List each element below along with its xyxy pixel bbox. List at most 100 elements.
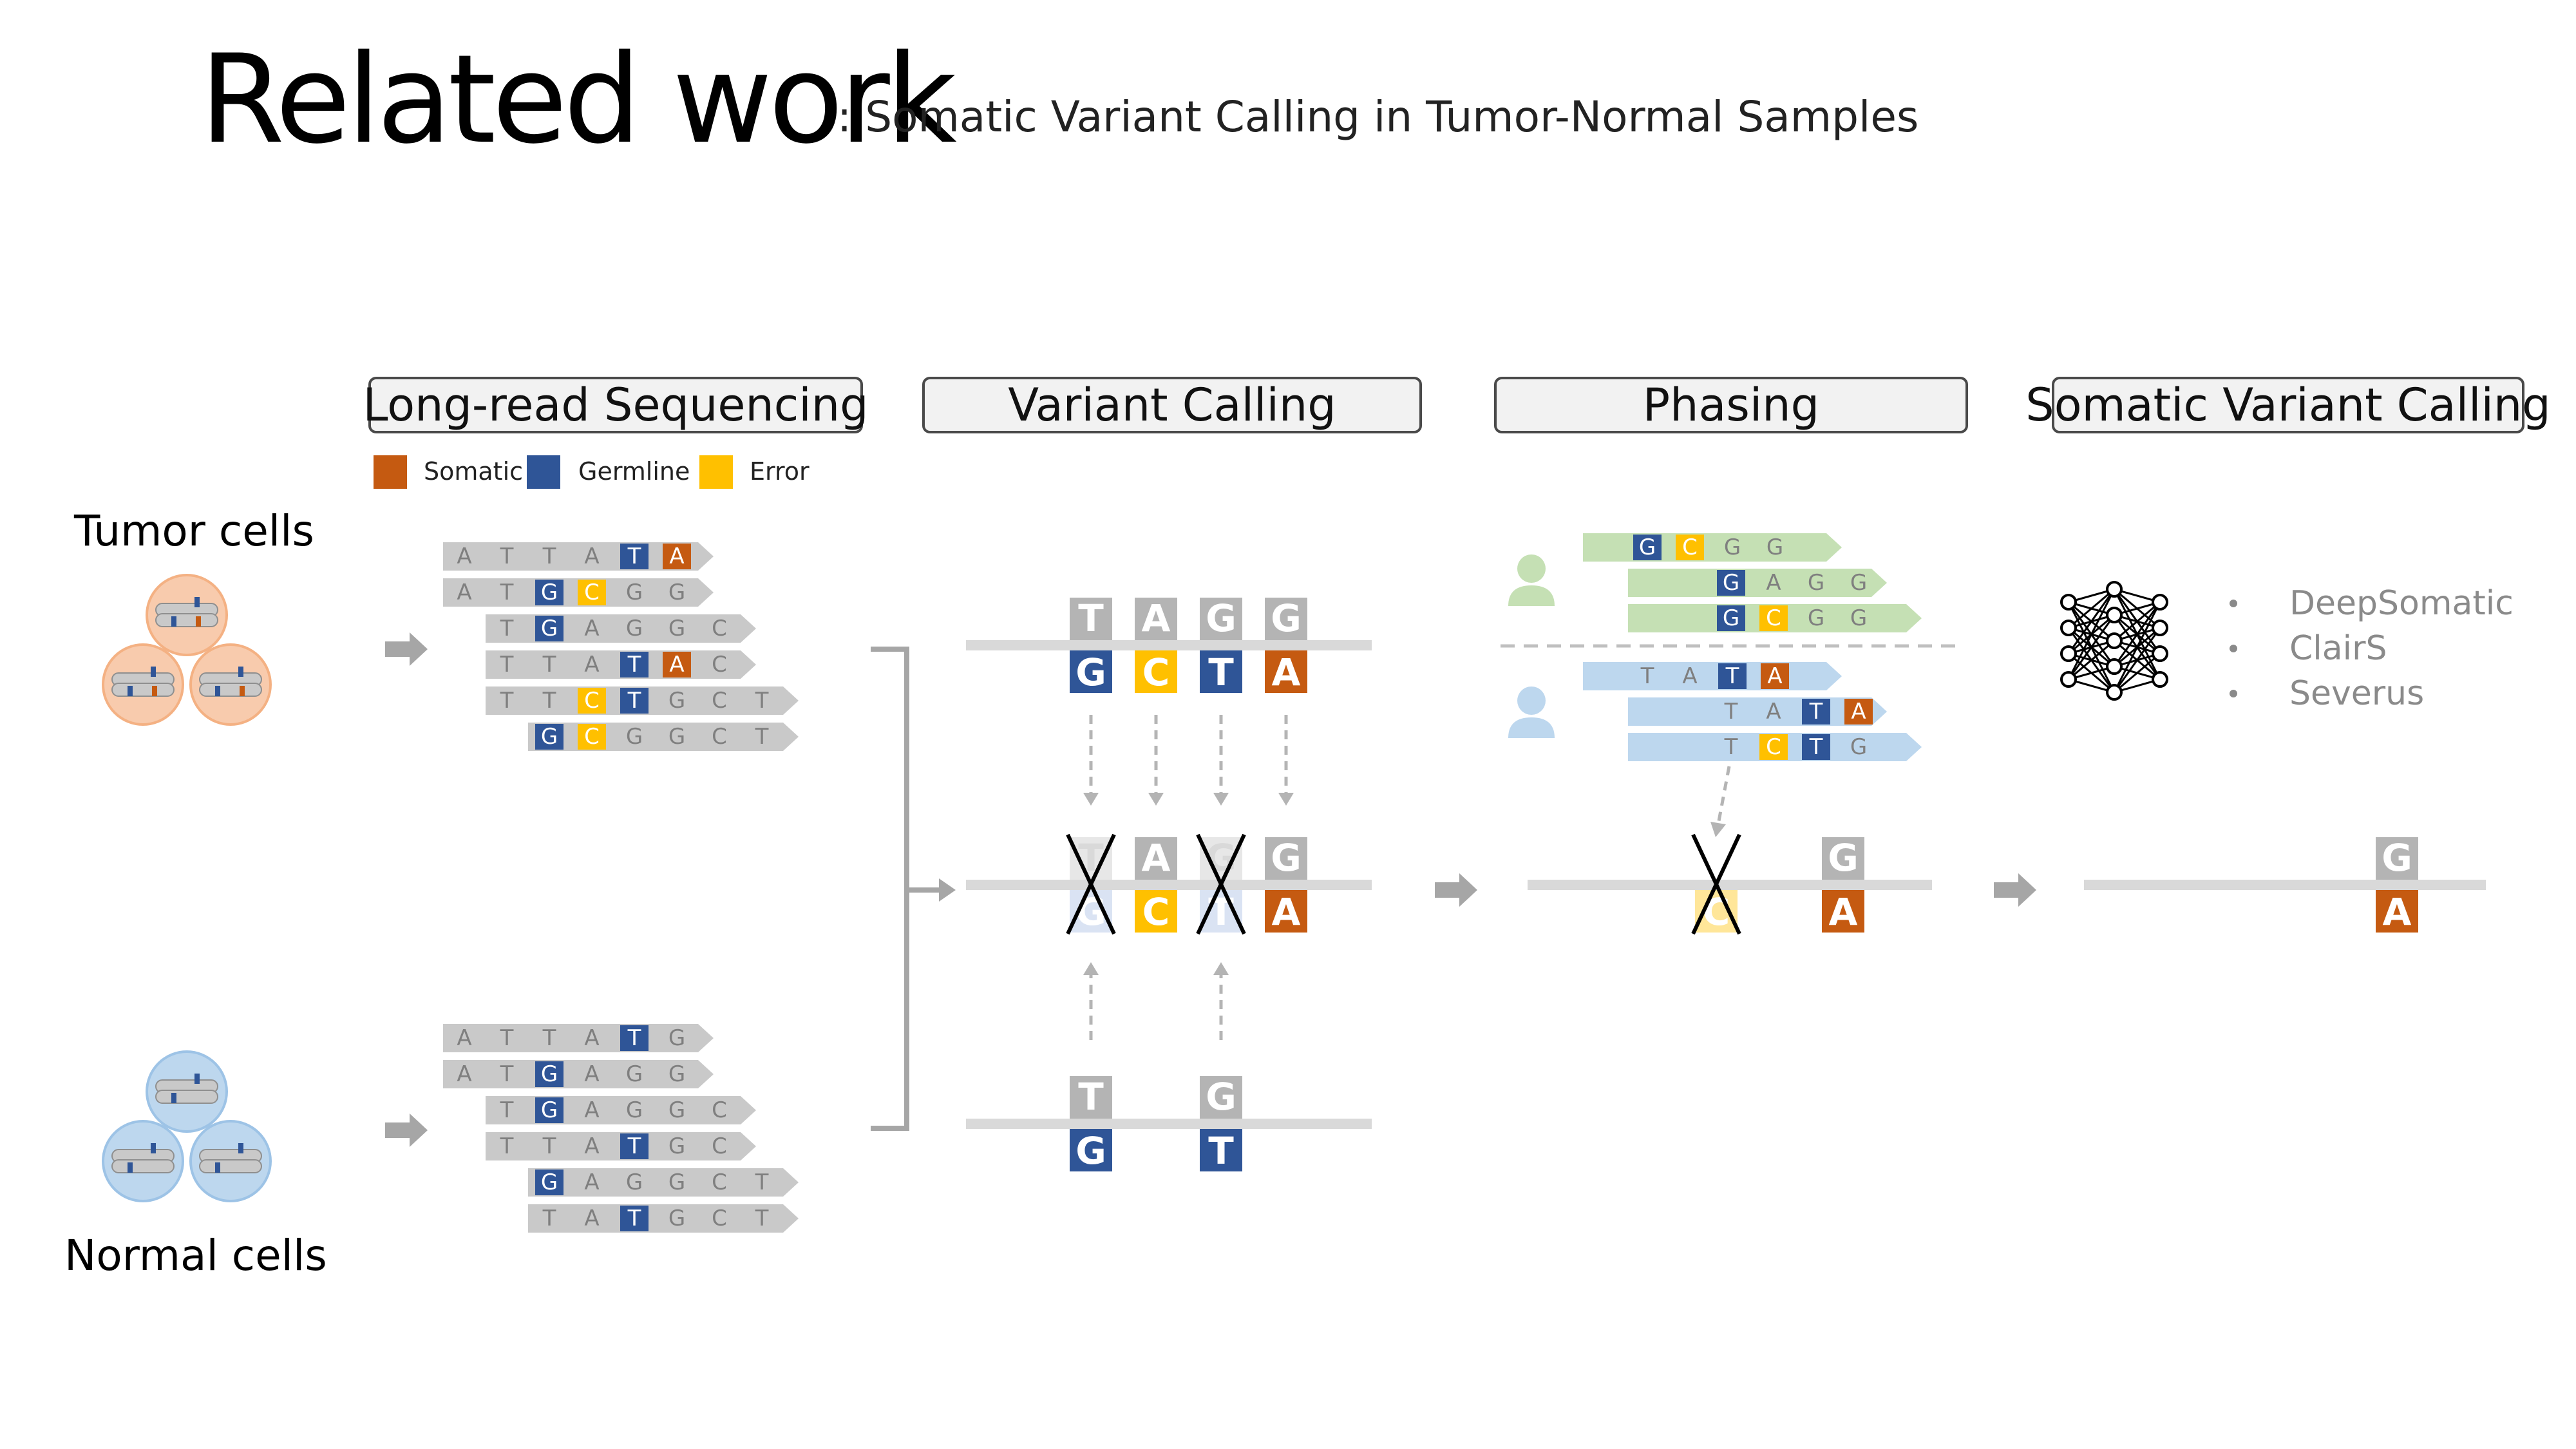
normal-base: C bbox=[712, 1170, 727, 1195]
normal-call-track bbox=[966, 1119, 1372, 1129]
haplotype-1-base: C bbox=[1766, 605, 1781, 631]
haplotype-1-base: G bbox=[1724, 535, 1741, 560]
haplotype-1-base: G bbox=[1808, 605, 1824, 631]
neural-net-edge bbox=[2113, 627, 2161, 693]
down-dashed-arrow-head bbox=[1083, 793, 1099, 806]
tumor-base: A bbox=[584, 616, 599, 641]
tumor-base-box bbox=[620, 688, 649, 714]
tumor-base: G bbox=[668, 580, 685, 605]
phasing-dashed-arrow bbox=[1716, 766, 1731, 825]
tumor-cell-somatic-mark bbox=[240, 686, 245, 696]
haplotype-1-base: G bbox=[1723, 605, 1739, 631]
tumor-call-alt-box bbox=[1200, 650, 1242, 693]
haplotype-1-base: A bbox=[1766, 570, 1781, 596]
tumor-base: G bbox=[668, 724, 685, 750]
tumor-base: A bbox=[584, 544, 599, 569]
haplotype-1-base-box bbox=[1717, 570, 1745, 596]
tumor-base: G bbox=[541, 616, 558, 641]
final-call-alt-box bbox=[2376, 890, 2418, 933]
phased-call-cross bbox=[1691, 833, 1741, 935]
normal-base: G bbox=[668, 1025, 685, 1051]
tumor-call-alt-box bbox=[1135, 650, 1177, 693]
tumor-base: T bbox=[500, 616, 514, 641]
arrow-to-phasing bbox=[1435, 873, 1477, 907]
haplotype-1-base: G bbox=[1639, 535, 1656, 560]
neural-net-node bbox=[2106, 658, 2123, 675]
neural-net-node bbox=[2152, 645, 2168, 662]
normal-read bbox=[528, 1168, 799, 1197]
tumor-cell-germline-mark bbox=[128, 686, 133, 696]
tumor-cell-chromosome bbox=[155, 613, 218, 627]
tumor-call-ref-base: A bbox=[1142, 596, 1171, 640]
haplotype-1-base-box bbox=[1717, 605, 1745, 631]
tumor-base-box bbox=[535, 724, 564, 750]
normal-call-alt-box bbox=[1200, 1129, 1242, 1171]
tumor-base-box bbox=[663, 652, 691, 677]
haplotype-1-base: G bbox=[1808, 570, 1824, 596]
haplotype-2-base: C bbox=[1766, 734, 1781, 760]
tumor-call-ref-box bbox=[1200, 598, 1242, 640]
tumor-base-box bbox=[535, 580, 564, 605]
tumor-base: T bbox=[755, 724, 769, 750]
normal-cell-germline-mark bbox=[128, 1162, 133, 1173]
haplotype-2-base-box bbox=[1802, 699, 1830, 724]
final-call-alt-base: A bbox=[2383, 890, 2412, 934]
merge-bracket bbox=[871, 647, 909, 1131]
tumor-cell-chromosome bbox=[199, 683, 262, 697]
neural-net-node bbox=[2106, 581, 2123, 598]
haplotype-1-base-box bbox=[1759, 605, 1788, 631]
tumor-cell-germline-mark bbox=[215, 686, 220, 696]
normal-call-ref-base: G bbox=[1206, 1075, 1236, 1119]
normal-base: G bbox=[541, 1061, 558, 1087]
neural-net-node bbox=[2152, 594, 2168, 611]
neural-net-edge bbox=[2068, 639, 2115, 681]
normal-base: A bbox=[584, 1206, 599, 1231]
normal-base: A bbox=[457, 1061, 471, 1087]
legend-swatch-somatic bbox=[374, 455, 407, 489]
tool-deepsomatic: DeepSomatic bbox=[2289, 584, 2514, 623]
tumor-base: A bbox=[669, 652, 684, 677]
neural-net-edge bbox=[2113, 601, 2161, 693]
tumor-cell-somatic-mark bbox=[196, 616, 201, 627]
normal-base: C bbox=[712, 1097, 727, 1123]
neural-net-edge bbox=[2067, 589, 2116, 654]
final-call-ref-box bbox=[2376, 837, 2418, 880]
haplotype-2-person-icon-body bbox=[1508, 717, 1555, 738]
haplotype-2-base-box bbox=[1844, 699, 1873, 724]
tumor-base: T bbox=[500, 544, 514, 569]
arrow-to-somatic bbox=[1994, 873, 2036, 907]
down-dashed-arrow-head bbox=[1278, 793, 1294, 806]
normal-base: G bbox=[668, 1061, 685, 1087]
tumor-cells-label: Tumor cells bbox=[74, 506, 314, 556]
haplotype-2-base: A bbox=[1766, 699, 1781, 724]
neural-net-edge bbox=[2114, 652, 2161, 694]
merge-bracket-arrowhead bbox=[939, 878, 956, 902]
haplotype-1-base: G bbox=[1766, 535, 1783, 560]
normal-base: T bbox=[500, 1097, 514, 1123]
tumor-base-box bbox=[535, 616, 564, 641]
tumor-cell-germline-mark bbox=[151, 667, 156, 677]
normal-base: G bbox=[626, 1061, 643, 1087]
phased-call-ref-box bbox=[1822, 837, 1864, 880]
normal-base: G bbox=[668, 1170, 685, 1195]
tumor-base: G bbox=[541, 580, 558, 605]
normal-read bbox=[528, 1204, 799, 1233]
tumor-base: A bbox=[457, 580, 471, 605]
haplotype-1-read bbox=[1583, 533, 1842, 562]
tumor-cell-somatic-mark bbox=[152, 686, 157, 696]
tumor-base: T bbox=[542, 652, 556, 677]
stage-long-read-sequencing: Long-read Sequencing bbox=[363, 377, 869, 433]
merged-call-alt-box bbox=[1135, 890, 1177, 933]
neural-net-node bbox=[2106, 684, 2123, 701]
tumor-base-box bbox=[578, 688, 606, 714]
neural-net-node bbox=[2152, 671, 2168, 688]
haplotype-1-base: G bbox=[1850, 570, 1867, 596]
tumor-call-ref-base: G bbox=[1271, 596, 1302, 640]
tumor-base: T bbox=[500, 688, 514, 714]
normal-base: T bbox=[627, 1206, 641, 1231]
merged-call-ref-box bbox=[1135, 837, 1177, 880]
normal-base: G bbox=[541, 1097, 558, 1123]
merged-call-ref-base: A bbox=[1142, 836, 1171, 880]
tumor-base: T bbox=[627, 544, 641, 569]
